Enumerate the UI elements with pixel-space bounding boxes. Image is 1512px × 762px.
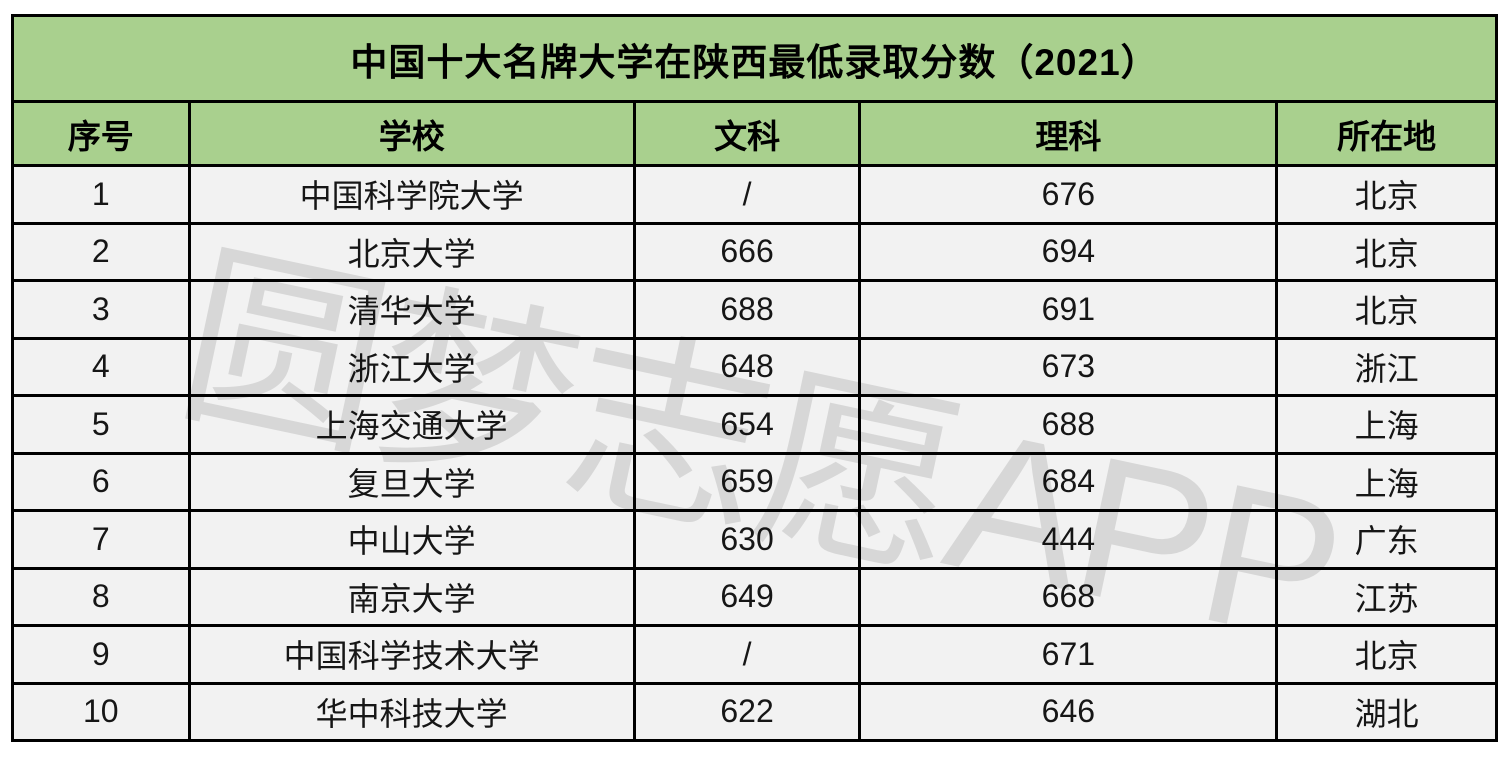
row-number-cell: 7: [11, 509, 191, 570]
school-cell: 上海交通大学: [187, 394, 636, 455]
header-row: 序号 学校 文科 理科 所在地: [11, 100, 1498, 167]
location-cell: 上海: [1275, 451, 1498, 512]
school-cell: 华中科技大学: [187, 681, 636, 742]
table-row: 10 华中科技大学 622 646 湖北: [11, 681, 1498, 742]
location-cell: 浙江: [1275, 336, 1498, 397]
table-row: 4 浙江大学 648 673 浙江: [11, 336, 1498, 397]
location-cell: 北京: [1275, 221, 1498, 282]
science-score-cell: 688: [858, 394, 1279, 455]
location-cell: 湖北: [1275, 681, 1498, 742]
liberal-arts-score-cell: /: [632, 624, 862, 685]
science-score-cell: 671: [858, 624, 1279, 685]
table-row: 5 上海交通大学 654 688 上海: [11, 394, 1498, 455]
row-number-cell: 8: [11, 566, 191, 627]
liberal-arts-score-cell: 648: [632, 336, 862, 397]
row-number-cell: 6: [11, 451, 191, 512]
column-header-location: 所在地: [1275, 100, 1498, 167]
school-cell: 中山大学: [187, 509, 636, 570]
row-number-cell: 2: [11, 221, 191, 282]
location-cell: 广东: [1275, 509, 1498, 570]
science-score-cell: 694: [858, 221, 1279, 282]
column-header-index: 序号: [11, 100, 191, 167]
admission-scores-table: 中国十大名牌大学在陕西最低录取分数（2021） 序号 学校 文科 理科 所在地 …: [11, 14, 1498, 742]
row-number-cell: 9: [11, 624, 191, 685]
school-cell: 北京大学: [187, 221, 636, 282]
school-cell: 中国科学院大学: [187, 164, 636, 225]
location-cell: 上海: [1275, 394, 1498, 455]
row-number-cell: 3: [11, 279, 191, 340]
school-cell: 浙江大学: [187, 336, 636, 397]
liberal-arts-score-cell: 659: [632, 451, 862, 512]
science-score-cell: 691: [858, 279, 1279, 340]
table-row: 6 复旦大学 659 684 上海: [11, 451, 1498, 512]
science-score-cell: 676: [858, 164, 1279, 225]
science-score-cell: 673: [858, 336, 1279, 397]
column-header-school: 学校: [187, 100, 636, 167]
table-row: 9 中国科学技术大学/671 北京: [11, 624, 1498, 685]
table-row: 8 南京大学 649 668 江苏: [11, 566, 1498, 627]
title-row: 中国十大名牌大学在陕西最低录取分数（2021）: [11, 14, 1498, 103]
liberal-arts-score-cell: 654: [632, 394, 862, 455]
row-number-cell: 4: [11, 336, 191, 397]
school-cell: 中国科学技术大学: [187, 624, 636, 685]
table-row: 2 北京大学 666 694 北京: [11, 221, 1498, 282]
science-score-cell: 646: [858, 681, 1279, 742]
row-number-cell: 10: [11, 681, 191, 742]
liberal-arts-score-cell: 649: [632, 566, 862, 627]
liberal-arts-score-cell: 622: [632, 681, 862, 742]
science-score-cell: 684: [858, 451, 1279, 512]
location-cell: 江苏: [1275, 566, 1498, 627]
science-score-cell: 444: [858, 509, 1279, 570]
table-body: 1 中国科学院大学/676 北京 2 北京大学 666 694 北京 3 清华大学 688 691 北京…: [11, 164, 1498, 742]
location-cell: 北京: [1275, 279, 1498, 340]
liberal-arts-score-cell: 666: [632, 221, 862, 282]
table-title: 中国十大名牌大学在陕西最低录取分数（2021）: [11, 14, 1498, 103]
science-score-cell: 668: [858, 566, 1279, 627]
liberal-arts-score-cell: 630: [632, 509, 862, 570]
table-row: 3 清华大学 688 691 北京: [11, 279, 1498, 340]
location-cell: 北京: [1275, 624, 1498, 685]
location-cell: 北京: [1275, 164, 1498, 225]
liberal-arts-score-cell: 688: [632, 279, 862, 340]
school-cell: 清华大学: [187, 279, 636, 340]
table-row: 7 中山大学 630 444 广东: [11, 509, 1498, 570]
column-header-science: 理科: [858, 100, 1279, 167]
column-header-liberal-arts: 文科: [632, 100, 862, 167]
row-number-cell: 5: [11, 394, 191, 455]
school-cell: 复旦大学: [187, 451, 636, 512]
row-number-cell: 1: [11, 164, 191, 225]
school-cell: 南京大学: [187, 566, 636, 627]
liberal-arts-score-cell: /: [632, 164, 862, 225]
table-row: 1 中国科学院大学/676 北京: [11, 164, 1498, 225]
